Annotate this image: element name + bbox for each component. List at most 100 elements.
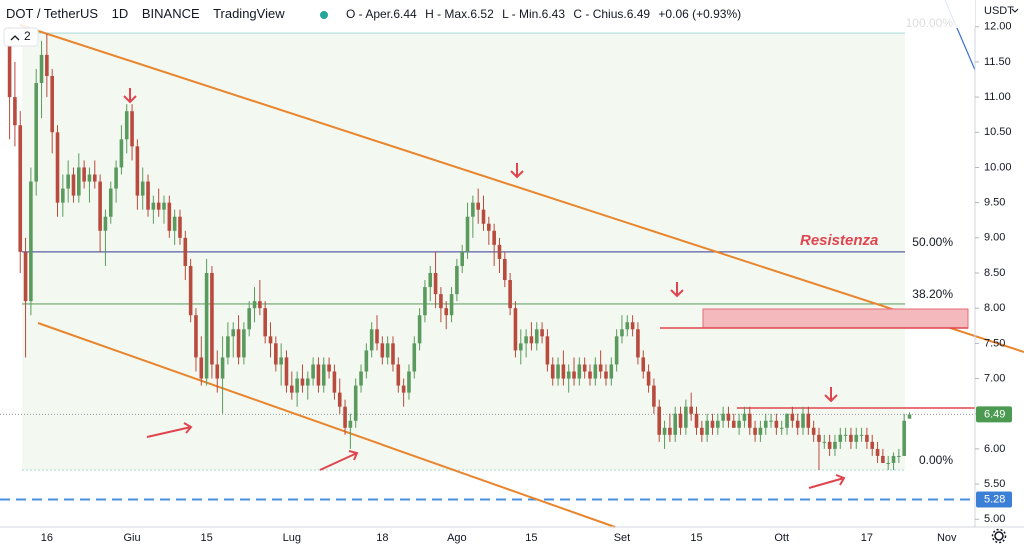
fib-label: 38.20% [912, 287, 953, 301]
indicator-badge[interactable] [3, 27, 39, 47]
change: +0.06 (+0.93%) [658, 7, 741, 21]
candle-body [614, 336, 619, 365]
candle-body [146, 181, 150, 210]
candle-body [875, 448, 880, 456]
candle-body [705, 420, 709, 435]
candle-body [98, 181, 102, 231]
candle-body [103, 216, 108, 231]
candle-body [263, 308, 267, 337]
candle-body [833, 441, 837, 449]
candle-body [577, 364, 582, 379]
header-symbol: DOT / TetherUS 1D BINANCE TradingView [6, 6, 285, 21]
candle-body [465, 216, 470, 252]
y-tick-label: 8.00 [984, 302, 1005, 314]
candle-body [710, 420, 715, 428]
chevron [1011, 8, 1019, 13]
x-tick-label: Ago [447, 532, 467, 544]
candle-body [396, 364, 401, 386]
x-tick-label: 15 [690, 532, 702, 544]
y-tick-label: 10.00 [984, 161, 1012, 173]
candle-body [34, 83, 39, 182]
y-tick-label: 8.50 [984, 267, 1005, 279]
candle-body [534, 329, 539, 344]
annotation: Resistenza [800, 232, 878, 249]
value: 6.43 [542, 7, 566, 21]
candle-body [364, 350, 369, 372]
channel-upper [19, 24, 1024, 353]
candle-body [77, 167, 81, 196]
candle-body [268, 336, 273, 344]
candle-body [785, 413, 789, 428]
candle-body [609, 364, 614, 379]
candle-body [550, 364, 555, 379]
candle-body [652, 385, 656, 407]
settings-button[interactable] [991, 528, 1007, 544]
candle-body [817, 434, 821, 442]
candle-body [561, 364, 566, 379]
value: 6.52 [470, 7, 494, 21]
candle-body [50, 75, 54, 133]
candle-body [827, 441, 832, 449]
candle-body [503, 258, 507, 281]
indicator-toggle[interactable]: 2 [3, 27, 39, 47]
source: TradingView [213, 6, 285, 21]
candle-body [572, 371, 576, 379]
indicator-count: 2 [24, 29, 31, 43]
candle-body [92, 174, 97, 182]
candle-body [423, 287, 427, 316]
candle-body [508, 280, 512, 309]
gear-teeth [991, 528, 1007, 544]
symbol: DOT / TetherUS [6, 6, 98, 21]
candle-body [321, 364, 326, 386]
y-tick-label: 6.00 [984, 443, 1005, 455]
candle-body [774, 420, 779, 428]
candle-body [284, 357, 289, 386]
candle-body [316, 364, 321, 386]
currency-menu[interactable]: USDT [984, 5, 1019, 17]
candle-body [359, 371, 363, 386]
candle-body [348, 420, 353, 428]
candle-body [332, 371, 337, 393]
candle-body [353, 385, 358, 421]
candle-body [556, 364, 560, 379]
candle-body [678, 413, 683, 428]
axis-layer: 16 Giu 15 Lug 18 Ago 15 Set 15 Ott 17 Nov 5.00 5.50 6.… [41, 21, 1012, 544]
candle-body [13, 97, 17, 126]
candle-body [7, 40, 12, 98]
resistance-zone [702, 308, 969, 329]
candle-body [124, 111, 129, 140]
candle-body [204, 272, 209, 379]
x-tick-label: 17 [861, 532, 873, 544]
interval: 1D [112, 6, 129, 21]
candle-body [23, 251, 28, 302]
candle-body [82, 167, 86, 182]
candle-body [375, 329, 379, 344]
candle-body [737, 420, 741, 428]
candle-body [460, 251, 465, 266]
candle-body [151, 202, 156, 210]
y-tick-label: 12.00 [984, 21, 1012, 33]
candle-body [231, 329, 236, 337]
y-tick-label: 7.50 [984, 337, 1005, 349]
candle-body [18, 125, 23, 252]
candle-body [455, 265, 459, 295]
channel-lower [37, 322, 616, 528]
candle-body [721, 413, 725, 421]
candle-body [806, 413, 811, 428]
candle-body [700, 427, 704, 435]
header-bg [0, 0, 975, 28]
candle-body [156, 202, 161, 210]
candle-body [369, 329, 374, 351]
candle-body [726, 413, 731, 421]
candle-body [449, 294, 454, 316]
x-tick-label: Ott [774, 532, 789, 544]
candle-body [199, 357, 204, 379]
candle-body [380, 343, 385, 358]
candles [7, 26, 912, 471]
candle-body [646, 371, 651, 386]
candle-body [641, 357, 646, 372]
candle-body [391, 343, 395, 365]
candle-body [300, 378, 305, 386]
price-tag-label: 6.49 [984, 408, 1005, 420]
